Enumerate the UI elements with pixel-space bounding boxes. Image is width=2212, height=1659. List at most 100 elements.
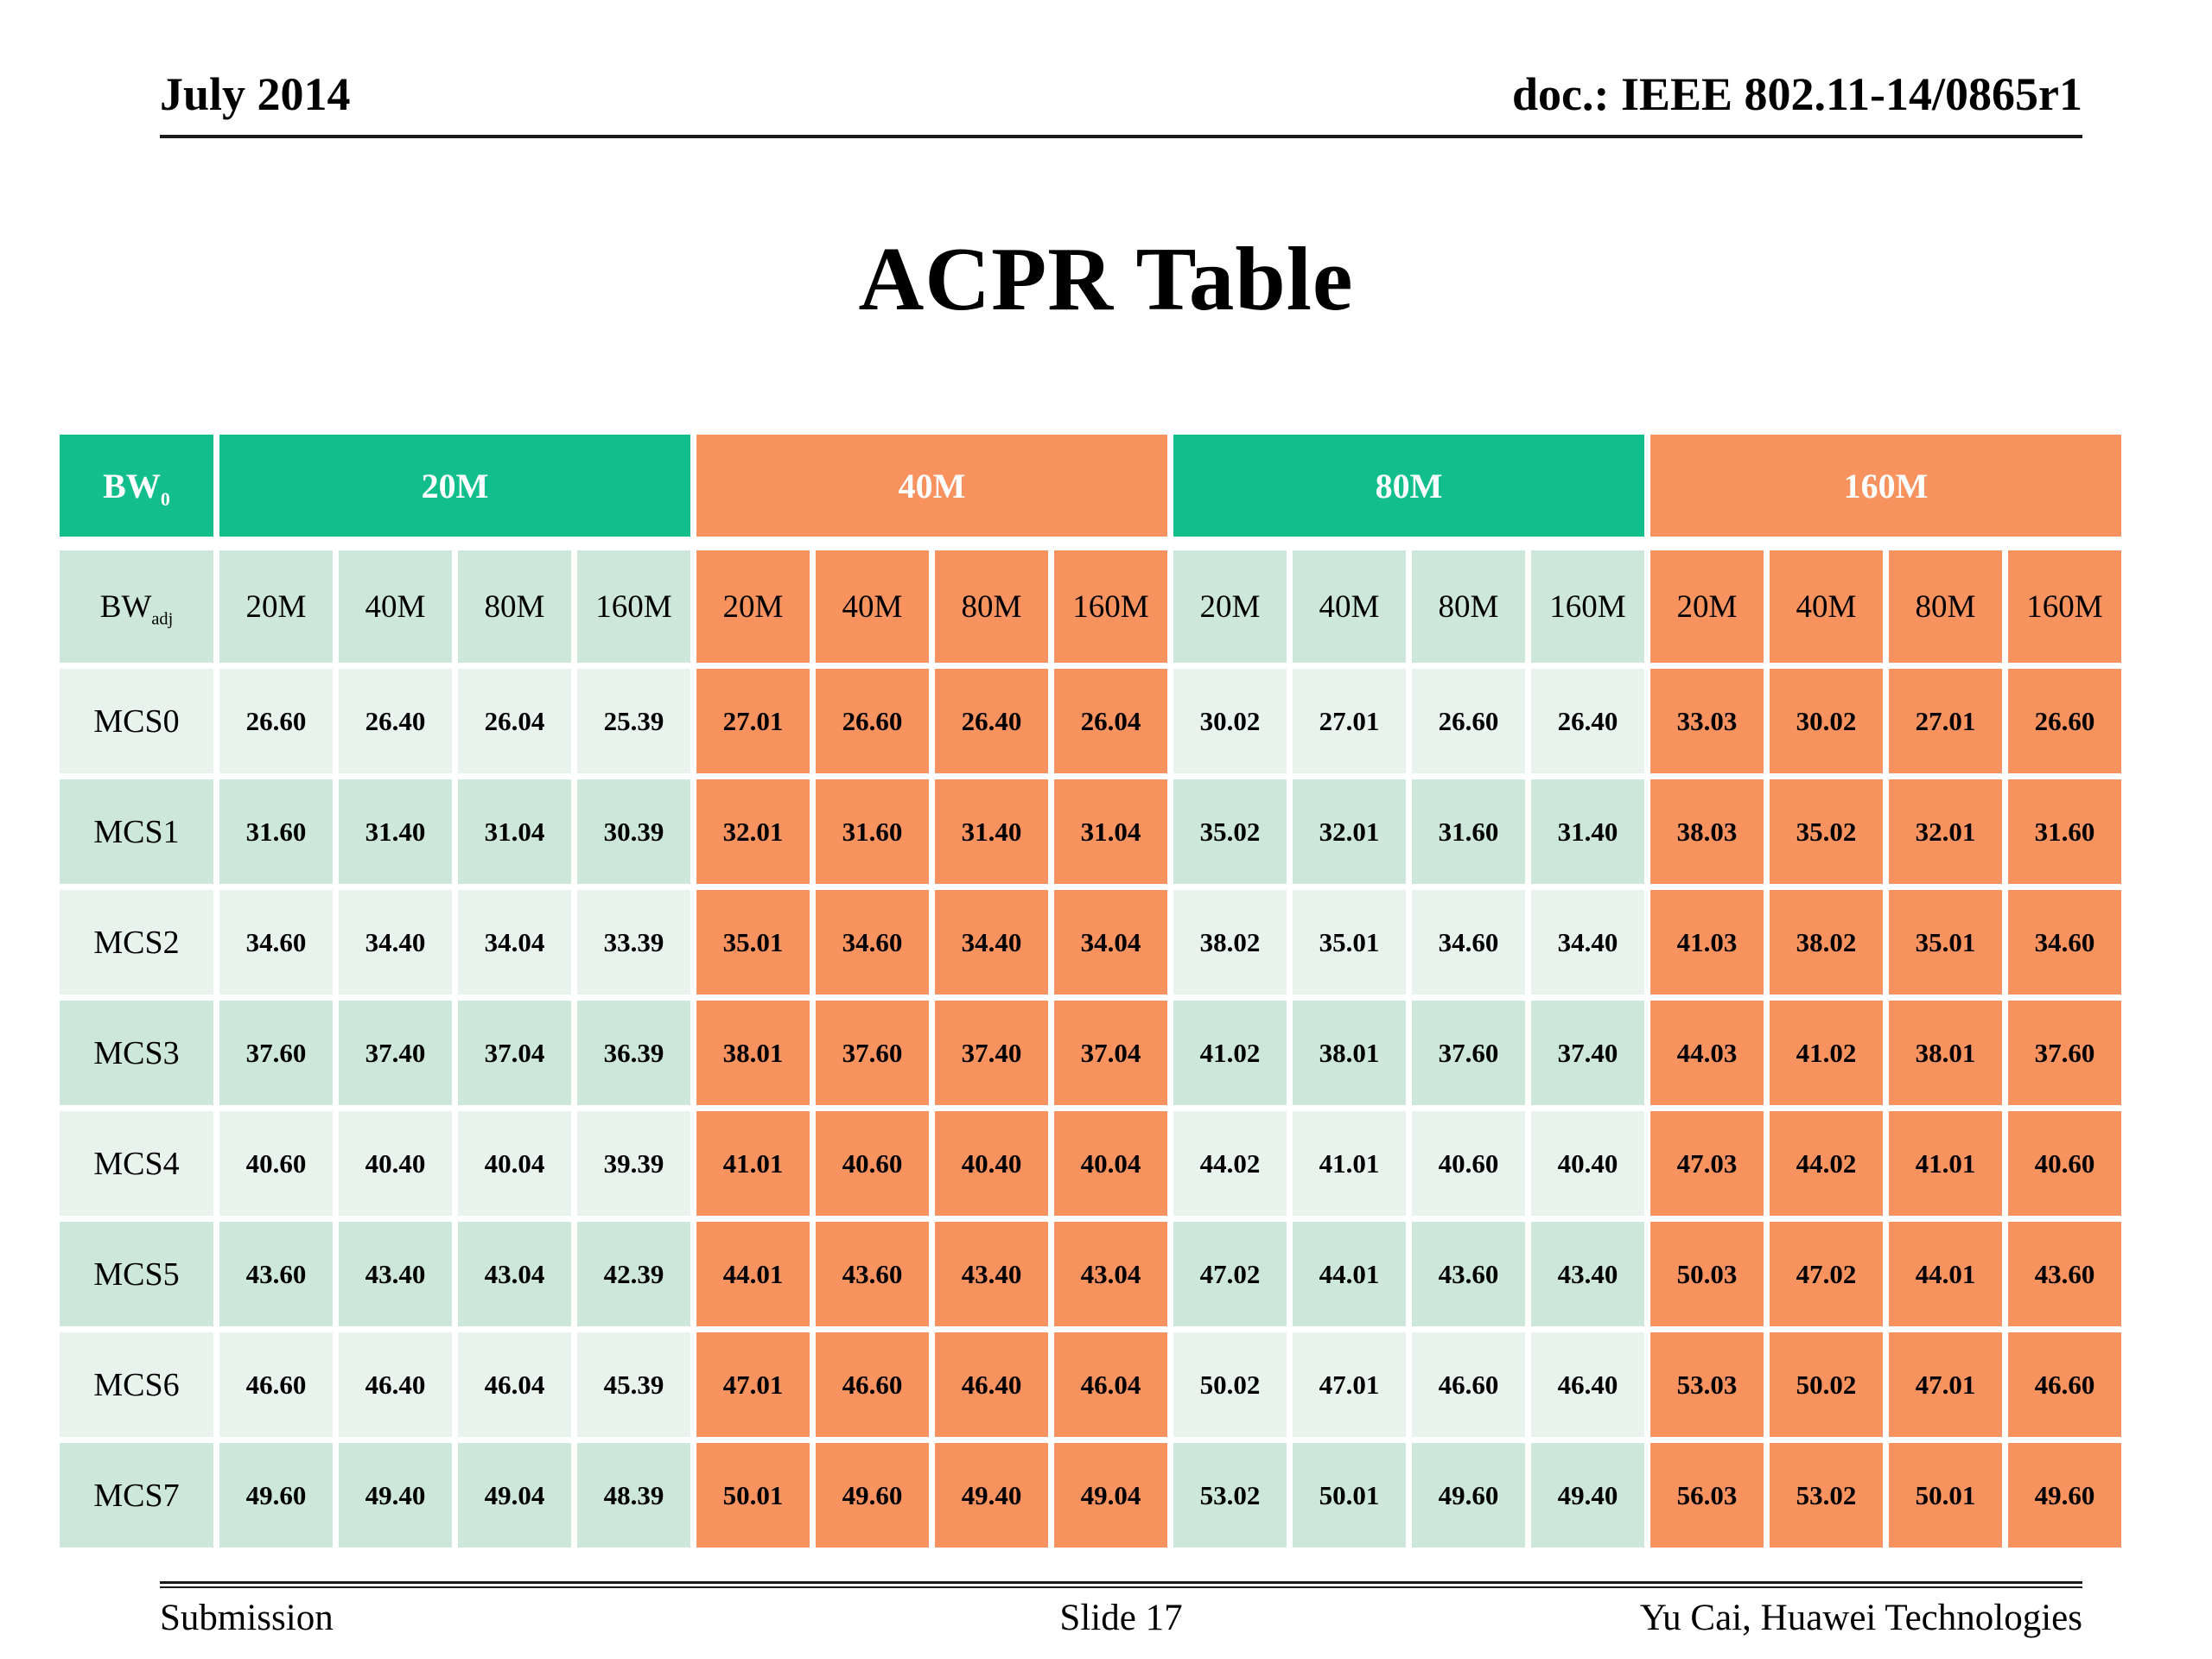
- value-cell: 37.40: [935, 1001, 1048, 1105]
- group-header-80m: 80M: [1173, 435, 1644, 544]
- table-row-mcs0: MCS0 26.60 26.40 26.04 25.39 27.01 26.60 26.40 2…: [60, 669, 2121, 773]
- value-cell: 37.60: [219, 1001, 333, 1105]
- value-cell: 40.04: [1054, 1111, 1167, 1216]
- value-cell: 42.39: [577, 1222, 690, 1326]
- value-cell: 46.40: [935, 1332, 1048, 1437]
- value-cell: 46.40: [1531, 1332, 1644, 1437]
- value-cell: 38.03: [1650, 779, 1764, 884]
- value-cell: 43.40: [339, 1222, 452, 1326]
- value-cell: 56.03: [1650, 1443, 1764, 1548]
- value-cell: 43.60: [816, 1222, 929, 1326]
- table-row-mcs6: MCS6 46.60 46.40 46.04 45.39 47.01 46.60 46.40 4…: [60, 1332, 2121, 1437]
- value-cell: 44.02: [1173, 1111, 1287, 1216]
- value-cell: 53.02: [1173, 1443, 1287, 1548]
- footer-submission: Submission: [160, 1598, 334, 1638]
- value-cell: 34.60: [816, 890, 929, 995]
- value-cell: 26.04: [458, 669, 571, 773]
- value-cell: 35.02: [1173, 779, 1287, 884]
- row-label-mcs4: MCS4: [60, 1111, 213, 1216]
- value-cell: 43.60: [1412, 1222, 1525, 1326]
- subheader-cell-80m-80m: 80M: [1412, 550, 1525, 663]
- page-title: ACPR Table: [858, 228, 1354, 329]
- value-cell: 46.40: [339, 1332, 452, 1437]
- value-cell: 40.04: [458, 1111, 571, 1216]
- subheader-row: BWadj 20M 40M 80M 160M 20M 40M 80M 160M 20M 40M 80M…: [60, 550, 2121, 663]
- value-cell: 37.60: [2008, 1001, 2121, 1105]
- value-cell: 26.60: [219, 669, 333, 773]
- value-cell: 49.60: [219, 1443, 333, 1548]
- row-label-mcs2: MCS2: [60, 890, 213, 995]
- value-cell: 49.04: [458, 1443, 571, 1548]
- subheader-cell-40m-80m: 80M: [935, 550, 1048, 663]
- value-cell: 27.01: [1293, 669, 1406, 773]
- value-cell: 43.40: [1531, 1222, 1644, 1326]
- footer-rule: [160, 1581, 2082, 1588]
- page-header: July 2014 doc.: IEEE 802.11-14/0865r1: [160, 67, 2082, 138]
- value-cell: 31.40: [935, 779, 1048, 884]
- value-cell: 49.04: [1054, 1443, 1167, 1548]
- value-cell: 53.02: [1770, 1443, 1883, 1548]
- value-cell: 49.60: [1412, 1443, 1525, 1548]
- value-cell: 34.40: [339, 890, 452, 995]
- subheader-cell-80m-160m: 160M: [1531, 550, 1644, 663]
- value-cell: 41.01: [1889, 1111, 2002, 1216]
- value-cell: 43.60: [2008, 1222, 2121, 1326]
- value-cell: 37.60: [1412, 1001, 1525, 1105]
- value-cell: 37.04: [458, 1001, 571, 1105]
- value-cell: 31.60: [219, 779, 333, 884]
- value-cell: 30.39: [577, 779, 690, 884]
- value-cell: 40.40: [339, 1111, 452, 1216]
- value-cell: 46.60: [1412, 1332, 1525, 1437]
- value-cell: 31.60: [2008, 779, 2121, 884]
- table-row-mcs3: MCS3 37.60 37.40 37.04 36.39 38.01 37.60 37.40 3…: [60, 1001, 2121, 1105]
- group-header-20m: 20M: [219, 435, 690, 544]
- value-cell: 33.39: [577, 890, 690, 995]
- value-cell: 49.40: [1531, 1443, 1644, 1548]
- row-label-mcs6: MCS6: [60, 1332, 213, 1437]
- table-row-mcs1: MCS1 31.60 31.40 31.04 30.39 32.01 31.60 31.40 3…: [60, 779, 2121, 884]
- group-header-row: BW0 20M 40M 80M 160M: [60, 435, 2121, 544]
- row-label-mcs5: MCS5: [60, 1222, 213, 1326]
- value-cell: 34.40: [935, 890, 1048, 995]
- table-row-mcs4: MCS4 40.60 40.40 40.04 39.39 41.01 40.60 40.40 4…: [60, 1111, 2121, 1216]
- value-cell: 46.04: [1054, 1332, 1167, 1437]
- acpr-table: BW0 20M 40M 80M 160M BWadj 20M 40M 80M 160M 20M 40M…: [54, 429, 2127, 1554]
- value-cell: 46.60: [219, 1332, 333, 1437]
- value-cell: 40.60: [2008, 1111, 2121, 1216]
- value-cell: 44.01: [696, 1222, 810, 1326]
- value-cell: 34.40: [1531, 890, 1644, 995]
- subheader-cell-20m-160m: 160M: [577, 550, 690, 663]
- value-cell: 41.01: [1293, 1111, 1406, 1216]
- subheader-cell-160m-160m: 160M: [2008, 550, 2121, 663]
- value-cell: 38.01: [1293, 1001, 1406, 1105]
- value-cell: 44.03: [1650, 1001, 1764, 1105]
- value-cell: 34.04: [1054, 890, 1167, 995]
- table-row-mcs5: MCS5 43.60 43.40 43.04 42.39 44.01 43.60 43.40 4…: [60, 1222, 2121, 1326]
- value-cell: 31.04: [458, 779, 571, 884]
- group-header-40m: 40M: [696, 435, 1167, 544]
- value-cell: 41.02: [1770, 1001, 1883, 1105]
- table-body: MCS0 26.60 26.40 26.04 25.39 27.01 26.60 26.40 2…: [60, 669, 2121, 1548]
- table-head: BW0 20M 40M 80M 160M BWadj 20M 40M 80M 160M 20M 40M…: [60, 435, 2121, 663]
- header-doc-number: doc.: IEEE 802.11-14/0865r1: [1511, 68, 2082, 120]
- value-cell: 31.40: [339, 779, 452, 884]
- row-label-mcs0: MCS0: [60, 669, 213, 773]
- subheader-cell-20m-20m: 20M: [219, 550, 333, 663]
- value-cell: 26.60: [1412, 669, 1525, 773]
- value-cell: 35.01: [1889, 890, 2002, 995]
- value-cell: 41.02: [1173, 1001, 1287, 1105]
- value-cell: 32.01: [1293, 779, 1406, 884]
- value-cell: 26.40: [339, 669, 452, 773]
- subheader-cell-160m-80m: 80M: [1889, 550, 2002, 663]
- value-cell: 43.04: [1054, 1222, 1167, 1326]
- value-cell: 34.60: [1412, 890, 1525, 995]
- value-cell: 47.01: [1889, 1332, 2002, 1437]
- value-cell: 53.03: [1650, 1332, 1764, 1437]
- value-cell: 26.60: [2008, 669, 2121, 773]
- value-cell: 47.01: [1293, 1332, 1406, 1437]
- value-cell: 50.02: [1173, 1332, 1287, 1437]
- value-cell: 36.39: [577, 1001, 690, 1105]
- value-cell: 46.60: [2008, 1332, 2121, 1437]
- subheader-cell-160m-40m: 40M: [1770, 550, 1883, 663]
